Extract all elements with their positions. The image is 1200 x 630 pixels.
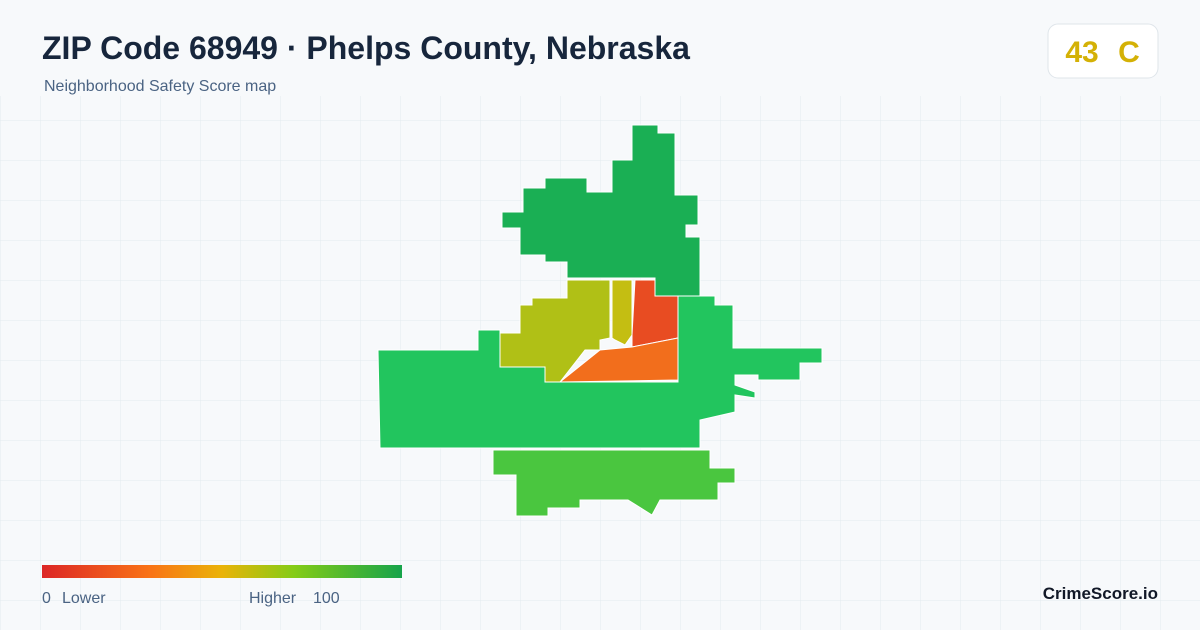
area xyxy=(631,279,679,348)
score-value: 43 xyxy=(1065,36,1098,69)
area xyxy=(611,279,633,346)
legend-max-label: Higher xyxy=(249,590,297,607)
brand: CrimeScore.io xyxy=(1043,584,1158,603)
score-grade: C xyxy=(1118,36,1140,69)
map xyxy=(377,124,823,517)
score-box xyxy=(1047,23,1159,79)
legend-max: 100 xyxy=(313,590,340,607)
header-bg xyxy=(0,0,1200,96)
area xyxy=(501,124,701,297)
area xyxy=(558,337,679,383)
area xyxy=(499,279,611,383)
title: ZIP Code 68949 · Phelps County, Nebraska xyxy=(42,30,690,66)
legend-min-label: Lower xyxy=(62,590,106,607)
subtitle: Neighborhood Safety Score map xyxy=(44,78,276,95)
area xyxy=(492,449,736,517)
legend-min: 0 xyxy=(42,590,51,607)
legend-scale xyxy=(42,565,402,578)
